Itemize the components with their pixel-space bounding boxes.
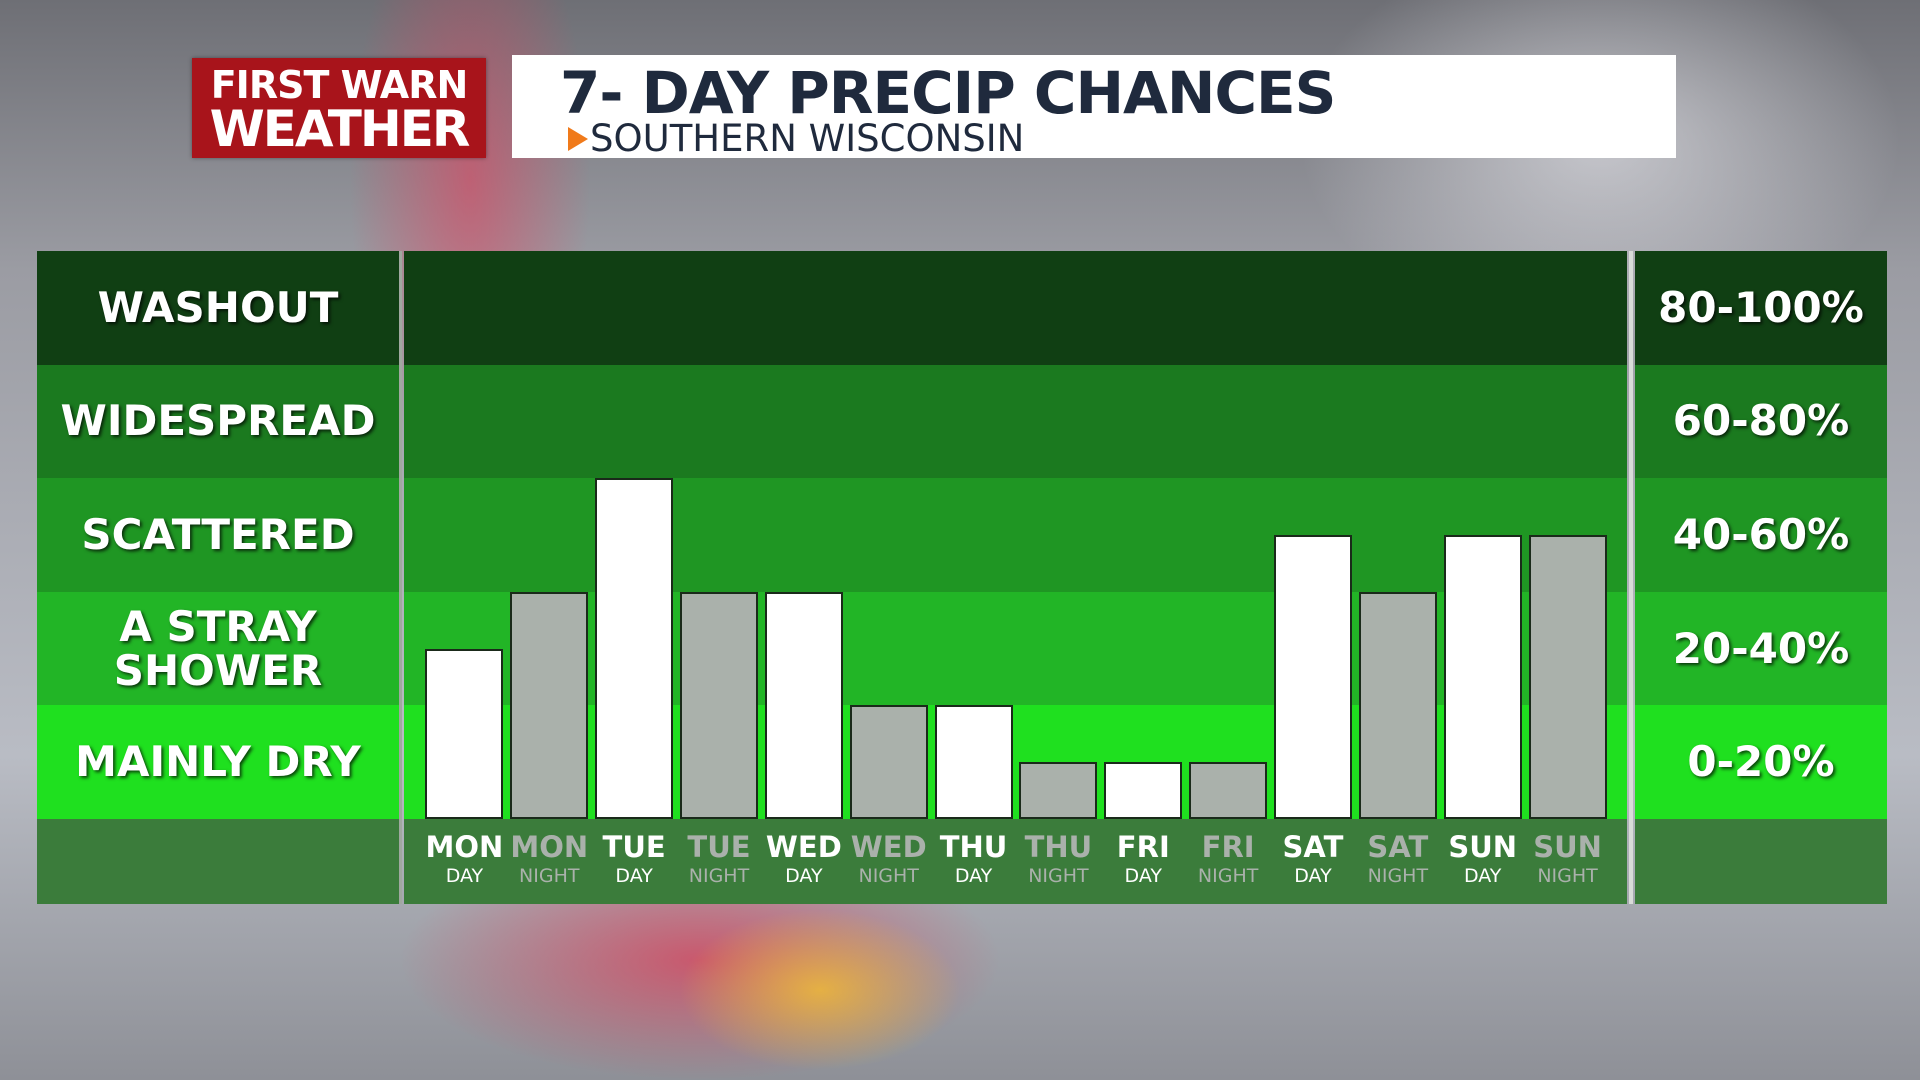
bar <box>849 705 928 819</box>
band-right <box>1635 591 1887 706</box>
footer-row <box>1635 819 1887 904</box>
band-right <box>1635 478 1887 592</box>
bar <box>595 478 674 819</box>
band-right <box>1635 251 1887 365</box>
x-tick-sublabel: DAY <box>1294 865 1332 887</box>
band-label: WIDESPREAD <box>60 396 376 446</box>
x-tick-sublabel: NIGHT <box>858 865 919 887</box>
x-tick-sublabel: NIGHT <box>1537 865 1598 887</box>
chart-title: 7- DAY PRECIP CHANCES <box>560 59 1336 127</box>
band-label: WASHOUT <box>97 282 339 332</box>
x-tick-label: FRI <box>1201 830 1255 864</box>
x-tick-label: TUE <box>687 830 751 864</box>
x-tick-sublabel: DAY <box>615 865 653 887</box>
band-label: A STRAY SHOWER <box>113 601 323 695</box>
band-left <box>37 591 399 706</box>
footer-row <box>404 819 1627 904</box>
x-tick-label: SUN <box>1448 830 1518 864</box>
bar <box>1019 762 1098 819</box>
x-tick-sublabel: DAY <box>785 865 823 887</box>
x-tick-sublabel: NIGHT <box>1367 865 1429 887</box>
band-range: 40-60% <box>1672 509 1850 559</box>
x-tick-sublabel: DAY <box>954 865 993 887</box>
x-tick-label: MON <box>425 830 504 864</box>
brand-logo: FIRST WARN WEATHER <box>192 58 486 158</box>
band-right <box>1635 705 1887 819</box>
x-tick-label: THU <box>1024 830 1093 864</box>
x-tick-sublabel: NIGHT <box>519 865 580 887</box>
bar <box>680 591 758 819</box>
band <box>404 364 1627 479</box>
x-tick-label: MON <box>510 830 589 864</box>
brand-line: FIRST WARN <box>210 63 469 107</box>
x-tick-label: WED <box>850 830 927 864</box>
x-tick-label: SAT <box>1367 830 1429 864</box>
x-tick-sublabel: DAY <box>1463 865 1502 887</box>
divider <box>1629 251 1633 904</box>
x-tick-label: FRI <box>1116 830 1170 864</box>
bar <box>1104 762 1183 819</box>
chart-subtitle: SOUTHERN WISCONSIN <box>590 117 1025 160</box>
band-left <box>37 478 399 592</box>
x-tick-sublabel: DAY <box>1124 865 1162 887</box>
band-left <box>37 251 399 365</box>
band-right <box>1635 364 1887 479</box>
x-tick-sublabel: DAY <box>445 865 484 887</box>
bar <box>425 648 504 819</box>
bar <box>510 591 589 819</box>
x-tick-label: SAT <box>1282 830 1344 864</box>
bar <box>1443 535 1522 819</box>
x-tick-label: SUN <box>1533 830 1602 864</box>
band-range: 80-100% <box>1658 282 1864 332</box>
bar <box>1358 591 1437 819</box>
bar <box>764 591 843 819</box>
bar <box>1189 762 1268 819</box>
band-left <box>37 364 399 479</box>
band-label: SCATTERED <box>81 509 355 559</box>
band <box>404 251 1627 365</box>
band-range: 0-20% <box>1687 737 1835 787</box>
bar <box>934 705 1013 819</box>
band-label: MAINLY DRY <box>75 737 361 787</box>
band-range: 20-40% <box>1672 623 1850 673</box>
band-range: 60-80% <box>1672 396 1850 446</box>
x-tick-sublabel: NIGHT <box>1028 865 1089 887</box>
x-tick-label: WED <box>765 830 842 864</box>
band-left <box>37 705 399 819</box>
bar <box>1528 535 1607 819</box>
subtitle-arrow <box>568 127 588 151</box>
x-tick-label: TUE <box>602 830 666 864</box>
x-tick-label: THU <box>939 830 1008 864</box>
bar <box>1274 535 1352 819</box>
x-tick-sublabel: NIGHT <box>1197 865 1259 887</box>
title-box: 7- DAY PRECIP CHANCES SOUTHERN WISCONSIN <box>512 55 1676 160</box>
x-tick-sublabel: NIGHT <box>688 865 750 887</box>
divider <box>399 251 402 904</box>
brand-line: WEATHER <box>209 100 471 158</box>
footer-row <box>37 819 399 904</box>
